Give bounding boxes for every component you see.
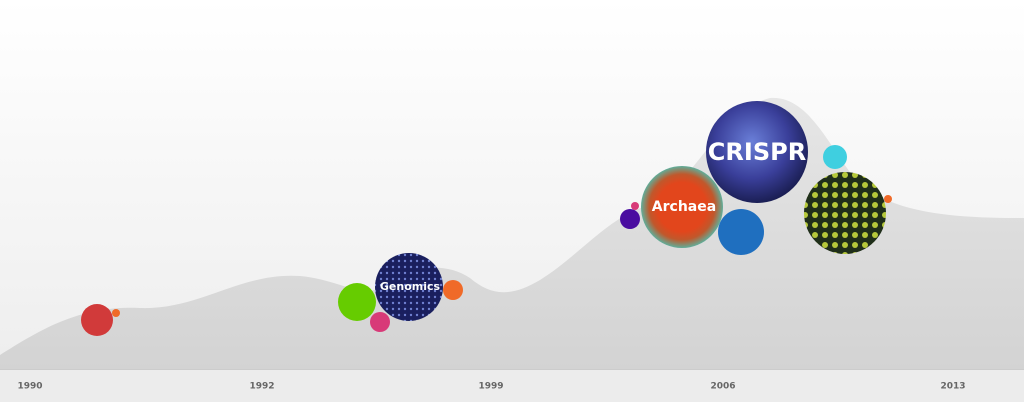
bubble[interactable] bbox=[823, 145, 847, 169]
axis-label: 2006 bbox=[710, 382, 735, 392]
bubble[interactable] bbox=[81, 304, 113, 336]
axis-label: 1992 bbox=[249, 382, 274, 392]
bubble[interactable] bbox=[631, 202, 639, 210]
bubble[interactable] bbox=[884, 195, 892, 203]
bubble[interactable] bbox=[112, 309, 120, 317]
topic-label[interactable]: Genomics bbox=[380, 280, 441, 293]
topic-label[interactable]: CRISPR bbox=[708, 138, 806, 166]
topic-bubble[interactable] bbox=[706, 101, 808, 203]
topic-bubble[interactable] bbox=[375, 253, 443, 321]
bubble[interactable] bbox=[443, 280, 463, 300]
axis-label: 1990 bbox=[17, 382, 42, 392]
axis-band bbox=[0, 370, 1024, 402]
bubble[interactable] bbox=[338, 283, 376, 321]
axis-labels: 1990 1992 1999 2006 2013 bbox=[17, 382, 965, 392]
bubble[interactable] bbox=[718, 209, 764, 255]
topic-bubble[interactable] bbox=[641, 166, 723, 248]
axis-label: 2013 bbox=[940, 382, 965, 392]
bubble[interactable] bbox=[620, 209, 640, 229]
bubbles bbox=[81, 101, 892, 336]
image-bubble[interactable] bbox=[804, 172, 886, 254]
axis-label: 1999 bbox=[478, 382, 503, 392]
topic-labels: Genomics Archaea CRISPR bbox=[380, 138, 806, 293]
bubble[interactable] bbox=[370, 312, 390, 332]
topic-label[interactable]: Archaea bbox=[652, 199, 716, 215]
